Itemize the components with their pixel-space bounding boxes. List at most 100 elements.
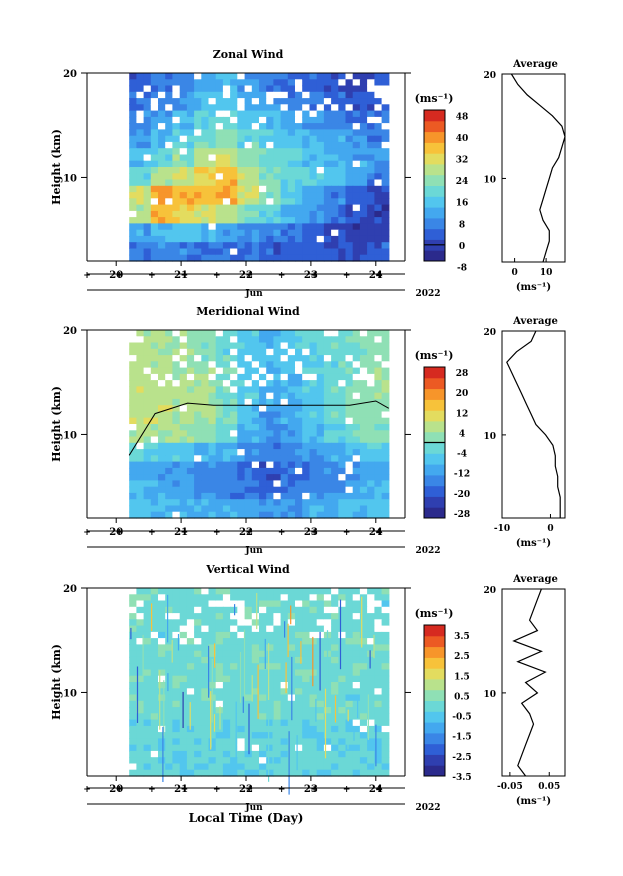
heatmap-cell [186,499,195,507]
heatmap-cell [129,348,137,356]
heatmap-cell [143,600,152,608]
heatmap-cell [222,248,231,256]
heatmap-cell [237,380,246,387]
heatmap-cell [172,110,181,118]
heatmap-cell [352,750,361,758]
heatmap-cell [208,631,217,639]
heatmap-cell [129,192,137,199]
heatmap-cell [179,492,188,500]
heatmap-cell [150,129,159,137]
heatmap-cell [287,361,296,369]
heatmap-cell [323,613,332,620]
heatmap-cell [179,732,188,739]
heatmap-cell [345,167,354,174]
heatmap-cell [251,342,260,350]
heatmap-cell [273,154,282,162]
heatmap-cell [316,192,325,199]
heatmap [129,73,390,262]
heatmap-cell [237,98,246,105]
heatmap-cell [295,675,303,683]
heatmap-cell [150,694,159,702]
heatmap-cell [201,656,210,664]
heatmap-cell [287,738,296,746]
average-ytick-label: 20 [483,586,496,596]
heatmap-cell [359,229,368,237]
heatmap-cell [295,210,303,218]
heatmap-cell [287,424,296,431]
heatmap-cell [359,417,368,425]
heatmap-cell [251,625,260,633]
heatmap-cell [316,254,325,262]
heatmap-cell [230,725,238,733]
heatmap-cell [323,141,332,149]
heatmap-cell [374,98,383,105]
heatmap-cell [295,511,303,519]
heatmap-cell [208,480,217,488]
heatmap-cell [266,430,274,438]
heatmap-cell [359,600,368,608]
heatmap-cell [345,750,354,758]
heatmap-cell [287,98,296,105]
heatmap-cell [237,663,246,671]
heatmap-cell [165,361,173,369]
heatmap-cell [259,179,267,187]
heatmap-cell [287,638,296,645]
heatmap-cell [309,361,318,369]
heatmap-cell [259,123,267,130]
heatmap-cell [273,600,282,608]
heatmap-cell [251,455,260,463]
heatmap-cell [230,417,238,425]
heatmap-cell [251,644,260,652]
heatmap-cell [150,198,159,206]
xtick-label: 22 [239,527,253,538]
heatmap-cell [359,725,368,733]
heatmap-cell [165,235,173,243]
heatmap-cell [287,348,296,356]
colorbar-segment [424,120,445,133]
heatmap-cell [309,480,318,488]
heatmap-cell [374,455,383,463]
heatmap-cell [374,110,383,118]
heatmap-cell [172,719,181,727]
heatmap-cell [244,644,253,652]
heatmap-cell [165,167,173,174]
heatmap-cell [345,85,354,93]
heatmap-cell [309,204,318,212]
heatmap-cell [237,361,246,369]
heatmap-cell [186,600,195,608]
heatmap-cell [345,248,354,256]
heatmap-cell [280,73,289,80]
heatmap-cell [331,79,339,87]
heatmap-cell [302,154,310,162]
heatmap-cell [367,436,375,444]
heatmap-cell [381,763,390,771]
tick-marker: + [213,528,221,538]
heatmap-cell [237,192,246,199]
heatmap-cell [316,336,325,344]
heatmap-cell [345,204,354,212]
heatmap-cell [266,588,274,595]
heatmap-cell [259,631,267,639]
heatmap [129,330,390,519]
heatmap-cell [359,405,368,413]
heatmap-cell [143,192,152,199]
heatmap-cell [165,619,173,627]
heatmap-cell [302,217,310,224]
heatmap-cell [280,405,289,413]
heatmap-cell [273,361,282,369]
heatmap-cell [381,694,390,702]
heatmap-cell [143,217,152,224]
heatmap-cell [136,248,145,256]
colorbar-segment [424,507,445,519]
heatmap-cell [179,336,188,344]
heatmap-cell [136,707,145,714]
heatmap-cell [143,330,152,337]
heatmap-cell [381,638,390,645]
streak [285,662,287,694]
heatmap-cell [359,141,368,149]
heatmap-cell [244,675,253,683]
heatmap-cell [259,405,267,413]
heatmap-cell [309,719,318,727]
heatmap-cell [143,148,152,156]
heatmap-cell [222,613,231,620]
